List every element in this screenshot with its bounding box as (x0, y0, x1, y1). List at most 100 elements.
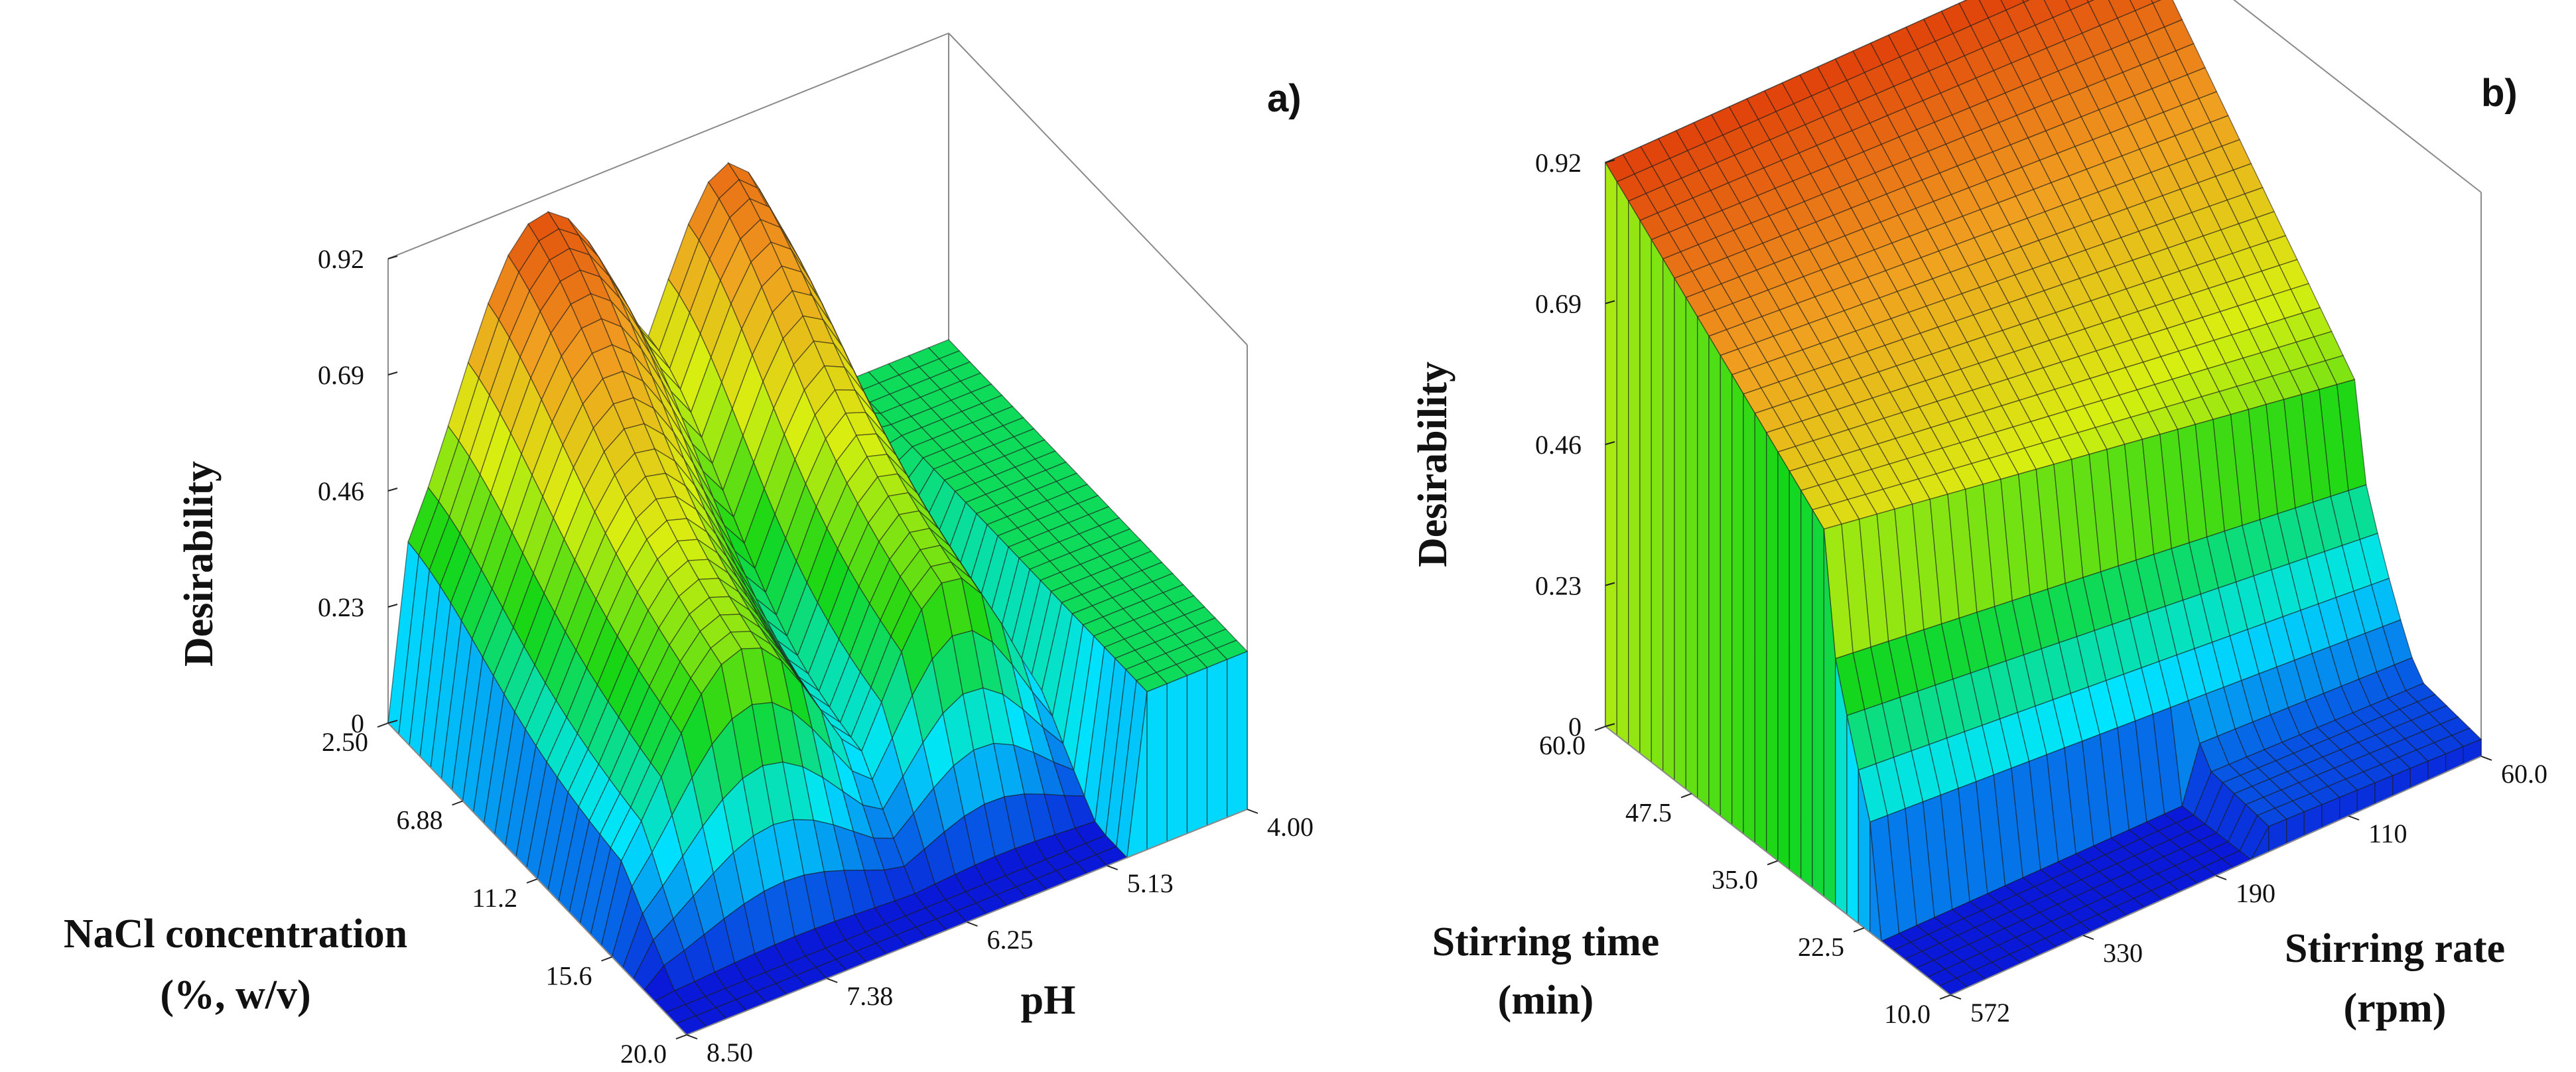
surface-skirt (1146, 683, 1168, 850)
y-tick-label: 5.13 (1127, 868, 1174, 898)
y-tick-label: 4.00 (1267, 812, 1314, 842)
z-tick-label: 0.69 (1535, 289, 1582, 319)
chart-b-surface (1604, 0, 2482, 996)
y-tick-mark (686, 1034, 698, 1039)
surface-skirt (1662, 257, 1675, 781)
z-tick-label: 0.92 (318, 244, 364, 274)
chart-a-tick-labels: 0 0.23 0.46 0.69 0.92 2.50 6.88 11.2 15.6 20.0 4.0… (318, 244, 1314, 1069)
chart-b-panel-label: b) (2481, 72, 2518, 115)
surface-skirt (1605, 161, 1618, 736)
x-tick-label: 60.0 (1539, 730, 1586, 760)
x-tick-mark (1680, 793, 1692, 799)
surface-skirt (1708, 334, 1722, 817)
y-tick-mark (1107, 865, 1119, 870)
y-tick-label: 8.50 (707, 1038, 753, 1067)
z-tick-mark (1605, 300, 1615, 304)
x-tick-label: 20.0 (620, 1039, 667, 1069)
surface-skirt (1731, 373, 1744, 835)
surface-skirt (1765, 431, 1779, 862)
y-tick-mark (2082, 935, 2094, 940)
surface-skirt (1696, 315, 1710, 808)
chart-b-y-axis-title-line2: (rpm) (2344, 986, 2447, 1031)
z-tick-label: 0 (351, 708, 364, 738)
chart-b-x-axis-title-line2: (min) (1498, 978, 1594, 1023)
chart-b-desirability-surface: 0 0.23 0.46 0.69 0.92 60.0 47.5 35.0 22.5 10.0 60.… (1410, 0, 2547, 1031)
x-tick-mark (526, 878, 538, 884)
x-tick-label: 10.0 (1884, 999, 1931, 1029)
chart-b-z-axis-title: Desirability (1410, 362, 1456, 567)
chart-a-y-axis-title: pH (1021, 978, 1076, 1023)
y-tick-label: 6.25 (987, 925, 1034, 955)
x-tick-mark (675, 1034, 687, 1039)
z-tick-mark (387, 255, 398, 259)
x-tick-mark (1853, 927, 1865, 933)
y-tick-label: 60.0 (2501, 759, 2547, 789)
y-tick-label: 572 (1970, 998, 2010, 1028)
top-left-edge (387, 33, 949, 259)
surface-skirt (1800, 488, 1813, 889)
y-tick-label: 7.38 (847, 981, 893, 1011)
x-tick-label: 15.6 (546, 961, 592, 991)
x-tick-label: 35.0 (1712, 865, 1758, 895)
z-tick-mark (1605, 723, 1615, 727)
chart-a-surface (387, 161, 1249, 1036)
surface-skirt (1743, 392, 1756, 844)
chart-b-y-axis-title-line1: Stirring rate (2285, 926, 2505, 971)
z-tick-label: 0.69 (318, 360, 364, 390)
surface-skirt (1812, 507, 1825, 898)
y-tick-mark (826, 978, 838, 983)
surface-skirt (1227, 650, 1248, 819)
surface-skirt (1166, 675, 1188, 842)
chart-a-x-axis-title-line2: (%, w/v) (160, 972, 310, 1018)
z-tick-mark (387, 488, 398, 492)
x-tick-mark (1594, 726, 1606, 731)
top-right-edge (2233, 0, 2482, 193)
chart-b-x-axis-title-line1: Stirring time (1432, 919, 1660, 965)
x-tick-label: 11.2 (472, 883, 517, 913)
surface-skirt (1720, 354, 1733, 826)
y-tick-mark (2480, 756, 2492, 761)
z-tick-label: 0.92 (1535, 148, 1582, 178)
surface-skirt (1651, 237, 1664, 772)
x-tick-mark (1767, 860, 1779, 866)
z-tick-mark (387, 604, 398, 608)
surface-skirt (1777, 450, 1791, 871)
z-tick-label: 0.46 (1535, 430, 1582, 460)
surface-skirt (1754, 411, 1767, 853)
y-tick-mark (1247, 809, 1258, 814)
z-tick-label: 0.23 (318, 592, 364, 622)
y-tick-mark (967, 921, 978, 927)
surface-skirt (1186, 667, 1208, 835)
z-tick-mark (1605, 582, 1615, 586)
surface-skirt (1639, 218, 1653, 764)
x-tick-label: 6.88 (397, 805, 443, 835)
y-tick-label: 330 (2103, 938, 2143, 968)
chart-a-desirability-surface: 0 0.23 0.46 0.69 0.92 2.50 6.88 11.2 15.6 20.0 4.0… (64, 33, 1314, 1069)
y-tick-label: 190 (2236, 878, 2275, 908)
top-right-edge (948, 33, 1248, 346)
surface-skirt (1685, 296, 1698, 799)
chart-a-z-axis-title: Desirability (176, 461, 222, 667)
x-tick-mark (452, 800, 463, 806)
z-tick-label: 0 (1568, 712, 1582, 742)
x-tick-label: 2.50 (322, 727, 368, 757)
chart-b-tick-labels: 0 0.23 0.46 0.69 0.92 60.0 47.5 35.0 22.5 10.0 60.… (1535, 148, 2547, 1029)
z-tick-mark (387, 371, 398, 375)
surface-skirt (1789, 469, 1802, 880)
z-tick-mark (387, 720, 398, 724)
x-tick-mark (377, 722, 389, 728)
y-tick-mark (2215, 875, 2227, 880)
surface-skirt (1206, 659, 1228, 827)
chart-a-panel-label: a) (1267, 77, 1302, 120)
z-tick-mark (1605, 159, 1615, 163)
x-tick-mark (601, 956, 612, 962)
y-tick-mark (2348, 815, 2360, 821)
z-tick-label: 0.23 (1535, 571, 1582, 601)
z-tick-mark (1605, 441, 1615, 445)
x-tick-label: 47.5 (1625, 797, 1672, 827)
z-tick-label: 0.46 (318, 476, 364, 506)
y-tick-mark (1950, 994, 1962, 1000)
surface-skirt (1616, 180, 1629, 746)
surface-skirt (1627, 199, 1641, 754)
